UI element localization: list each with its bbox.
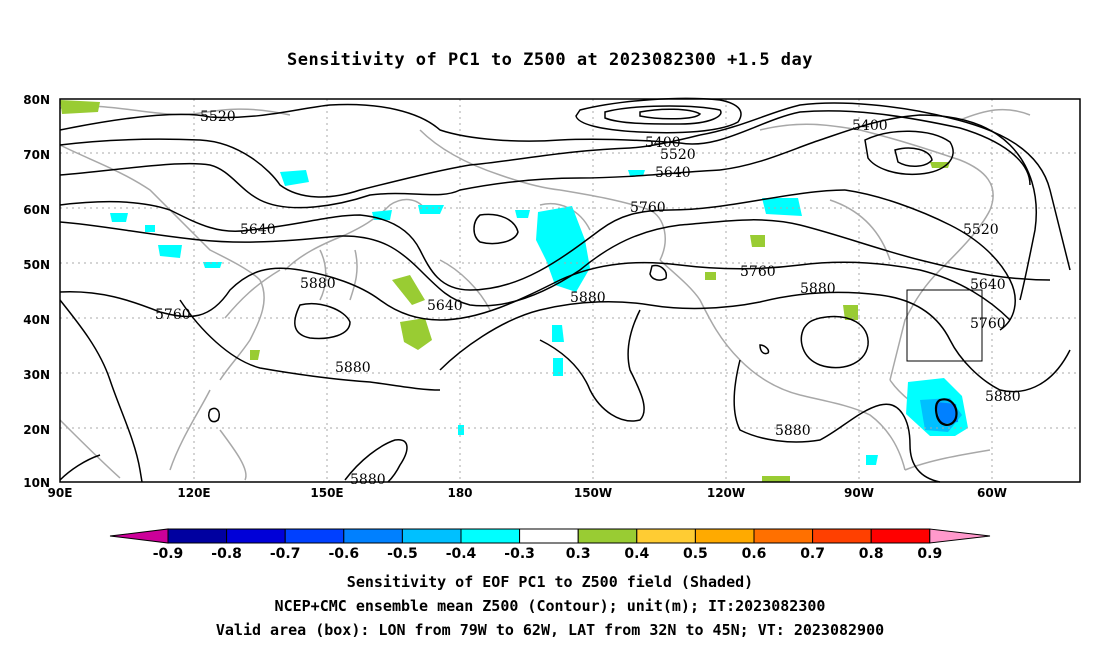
colorbar-swatch	[870, 528, 931, 544]
colorbar-swatch	[694, 528, 755, 544]
lon-label: 180	[447, 486, 472, 500]
z500-contours	[59, 97, 1071, 483]
colorbar-swatch	[284, 528, 345, 544]
colorbar-tick-label: 0.6	[742, 546, 767, 562]
caption-line-1: Sensitivity of EOF PC1 to Z500 field (Sh…	[346, 573, 754, 591]
contour-label: 5640	[427, 298, 463, 314]
lat-label: 50N	[23, 258, 50, 272]
colorbar-tick-label: -0.5	[387, 546, 418, 562]
lat-label: 30N	[23, 368, 50, 382]
lon-label: 150E	[310, 486, 343, 500]
contour-label: 5640	[970, 277, 1006, 293]
contour-label: 5880	[335, 360, 371, 376]
lon-label: 120E	[177, 486, 210, 500]
colorbar-tick-label: -0.3	[504, 546, 535, 562]
lat-label: 20N	[23, 423, 50, 437]
colorbar-tick-label: 0.8	[859, 546, 884, 562]
contour-label: 5400	[852, 118, 888, 134]
valid-area-box	[906, 289, 983, 362]
colorbar-swatch	[226, 528, 286, 544]
colorbar-tick-label: -0.8	[211, 546, 242, 562]
colorbar-tick-label: 0.7	[800, 546, 825, 562]
contour-label: 5880	[300, 276, 336, 292]
colorbar-swatch	[519, 528, 579, 544]
caption-line-3: Valid area (box): LON from 79W to 62W, L…	[215, 621, 885, 639]
contour-label: 5760	[155, 307, 191, 323]
lat-label: 10N	[23, 476, 50, 490]
contour-label: 5880	[985, 389, 1021, 405]
lon-label: 120W	[707, 486, 745, 500]
colorbar-swatch	[401, 528, 462, 544]
contour-label: 5520	[963, 222, 999, 238]
lon-label: 60W	[977, 486, 1007, 500]
contour-label: 5760	[740, 264, 776, 280]
colorbar-swatch	[812, 528, 872, 544]
colorbar-high-arrow	[929, 528, 991, 544]
contour-label: 5640	[240, 222, 276, 238]
colorbar-tick-label: 0.9	[917, 546, 942, 562]
colorbar-tick-label: 0.5	[683, 546, 708, 562]
colorbar-low-arrow	[109, 528, 169, 544]
contour-label: 5400	[645, 135, 681, 151]
colorbar-tick-label: -0.4	[446, 546, 477, 562]
latitude-labels: 80N 70N 60N 50N 40N 30N 20N 10N	[23, 93, 50, 490]
coastlines	[59, 105, 1031, 481]
contour-label: 5880	[570, 290, 606, 306]
contour-label: 5520	[200, 109, 236, 125]
contour-label: 5880	[350, 472, 386, 488]
colorbar-tick-label: 0.4	[624, 546, 649, 562]
contour-label: 5880	[800, 281, 836, 297]
colorbar-tick-label: -0.9	[153, 546, 184, 562]
colorbar-swatch	[636, 528, 696, 544]
gridlines	[60, 99, 1080, 482]
colorbar-tick-label: -0.6	[328, 546, 359, 562]
lat-label: 40N	[23, 313, 50, 327]
contour-label: 5520	[660, 147, 696, 163]
contour-label: 5760	[630, 200, 666, 216]
colorbar-tick-label: -0.7	[270, 546, 301, 562]
colorbar: -0.9 -0.8 -0.7 -0.6 -0.5 -0.4 -0.3 0.3 0.4 0.5 0.6…	[109, 528, 991, 562]
colorbar-swatch	[577, 528, 638, 544]
map-title: Sensitivity of PC1 to Z500 at 2023082300…	[286, 50, 813, 70]
lon-label: 90W	[844, 486, 874, 500]
lon-label: 90E	[48, 486, 73, 500]
contour-labels: 5520 5400 5520 5640 5400 5640 5760 5520 …	[155, 109, 1021, 488]
colorbar-swatch	[460, 528, 521, 544]
contour-label: 5760	[970, 316, 1006, 332]
colorbar-swatch	[753, 528, 814, 544]
colorbar-swatch	[167, 528, 228, 544]
contour-label: 5640	[655, 165, 691, 181]
colorbar-swatch	[343, 528, 403, 544]
longitude-labels: 90E 120E 150E 180 150W 120W 90W 60W	[48, 486, 1007, 500]
colorbar-tick-label: 0.3	[566, 546, 591, 562]
caption-line-2: NCEP+CMC ensemble mean Z500 (Contour); u…	[274, 597, 826, 615]
contour-label: 5880	[775, 423, 811, 439]
lat-label: 80N	[23, 93, 50, 107]
map-frame	[59, 98, 1081, 483]
lat-label: 70N	[23, 148, 50, 162]
lat-label: 60N	[23, 203, 50, 217]
lon-label: 150W	[574, 486, 612, 500]
